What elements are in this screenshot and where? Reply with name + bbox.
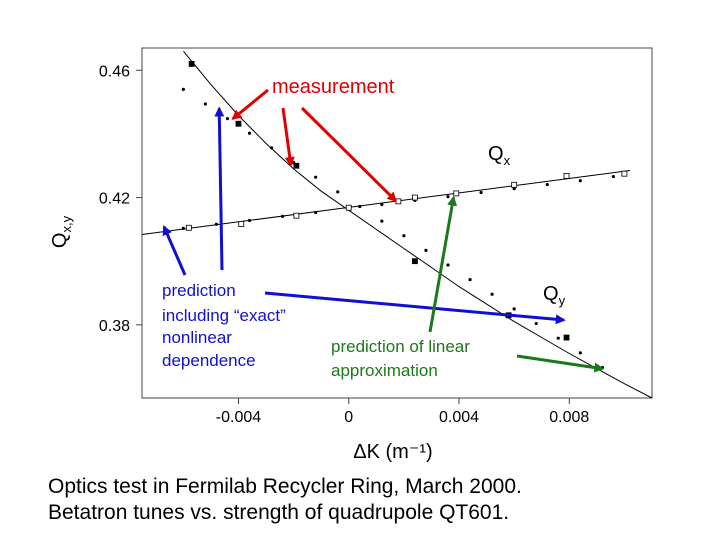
green-arrow [428,195,458,333]
linear-dot [512,187,516,191]
filled-square-marker [412,258,418,265]
filled-square-marker [563,334,570,341]
series-label-qx: Qx [488,143,511,168]
linear-dot [336,190,340,194]
open-square-marker [453,190,460,197]
y-axis-label-sub: x,y [59,215,74,232]
caption-line-2: Betatron tunes vs. strength of quadrupol… [48,501,510,524]
open-square-marker [345,204,352,211]
nonlinear-curve-series-2 [183,50,653,399]
y-axis-label-main: Q [49,233,71,249]
linear-dot [479,190,483,195]
measurement-points [185,61,628,341]
linear-dot [225,117,230,121]
axis-ticks: -0.004 0 0.004 0.008 0.38 0.42 0.46 [99,63,590,426]
prediction-curves [141,50,653,399]
nonlinear-annotation-line-2: including “exact” [162,306,286,325]
linear-dot [181,87,185,91]
linear-dot [611,174,616,179]
linear-dot [380,219,384,223]
filled-square-marker [188,61,195,67]
measurement-annotation: measurement [272,76,395,98]
series-label-qx-sub: x [504,153,511,168]
x-axis-label: ΔK (m⁻¹) [353,441,432,463]
linear-dot [203,102,208,106]
linear-dot [545,182,549,187]
y-axis-label: Qx,y [49,215,74,248]
open-square-marker [293,212,300,219]
nonlinear-annotation-line-1: prediction [162,281,236,300]
linear-dot [556,336,560,340]
filled-square-marker [293,162,300,169]
red-arrow [231,88,269,120]
plot-frame [141,47,653,399]
linear-dot [490,292,494,296]
blue-arrow [264,291,566,325]
linear-dot [402,234,406,238]
open-square-marker [412,194,418,201]
linear-dot [578,351,582,355]
linear-prediction-annotation: prediction of linear approximation [331,337,475,380]
linear-dot [314,175,318,179]
linear-dot [534,321,538,326]
linear-annotation-line-2: approximation [331,361,438,380]
linear-dot [424,248,428,252]
series-label-qx-main: Q [488,143,504,165]
linear-dot [468,278,472,282]
x-tick-label: 0 [344,409,353,426]
linear-dot [358,204,362,209]
open-square-marker [621,170,628,177]
open-square-marker [511,181,518,188]
x-tick-label: 0.004 [439,409,479,426]
open-square-marker [185,224,192,231]
nonlinear-annotation-line-4: dependence [162,351,256,370]
linear-dot [247,218,252,223]
linear-annotation-line-1: prediction of linear [331,337,470,356]
blue-arrow [214,106,225,271]
series-label-qy-sub: y [559,293,566,308]
open-square-marker [238,221,245,227]
linear-dot [314,210,318,215]
linear-dot [214,222,219,226]
linear-dot [247,131,252,135]
linear-prediction-dots [181,87,616,370]
blue-arrow [162,224,187,276]
linear-dot [380,202,384,207]
linear-dot [512,307,516,311]
y-tick-label: 0.42 [99,191,130,208]
y-tick-label: 0.46 [99,63,130,80]
linear-dot [280,214,285,218]
red-arrow [281,107,295,168]
caption-line-1: Optics test in Fermilab Recycler Ring, M… [48,475,522,498]
open-square-marker [563,173,570,179]
filled-square-marker [235,120,242,127]
linear-dot [181,226,185,231]
green-arrow [516,354,605,373]
annotation-arrows [162,88,605,373]
x-tick-label: 0.008 [549,409,589,426]
nonlinear-annotation-line-3: nonlinear [162,328,232,347]
linear-dot [446,194,450,199]
y-tick-label: 0.38 [99,318,130,335]
x-tick-label: -0.004 [216,409,261,426]
linear-dot [578,179,582,183]
linear-dot [269,146,274,150]
series-label-qy: Qy [543,283,566,308]
linear-dot [446,263,450,267]
nonlinear-prediction-annotation: prediction including “exact” nonlinear d… [162,281,291,370]
nonlinear-curve-series-1 [141,170,630,235]
series-label-qy-main: Q [543,283,559,305]
red-arrow [300,106,398,203]
